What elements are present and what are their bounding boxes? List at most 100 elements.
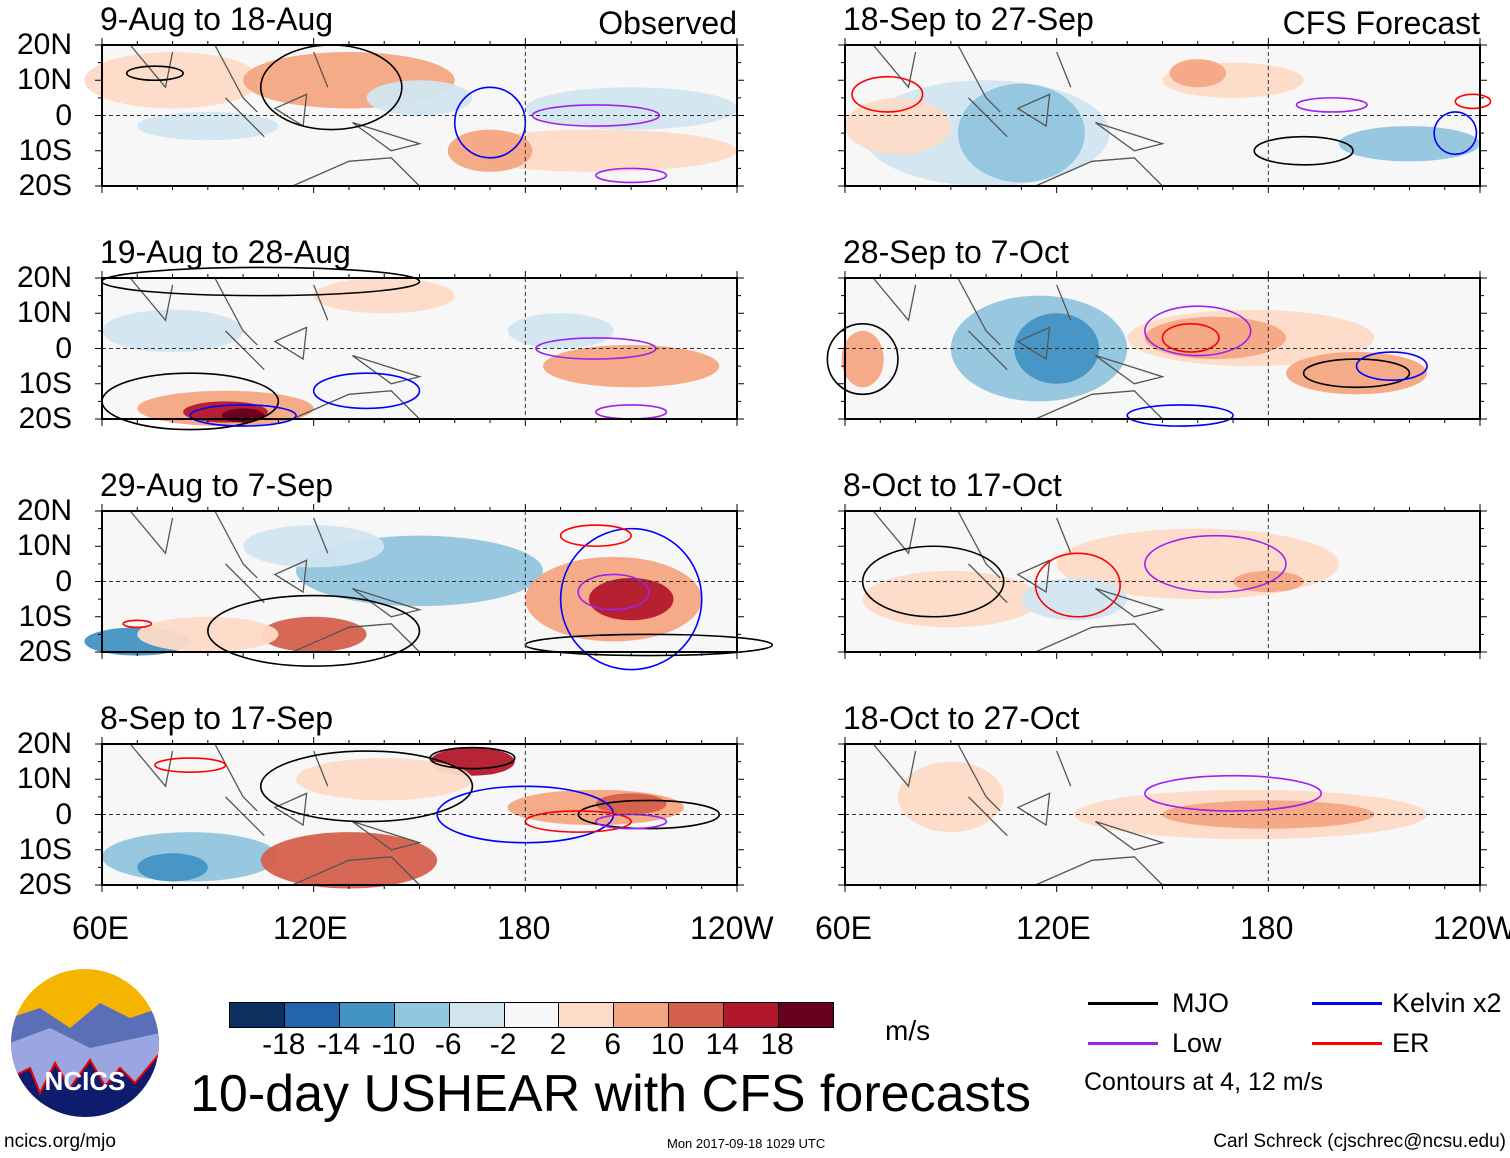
contour-line xyxy=(122,619,153,629)
y-tick-label: 10N xyxy=(16,63,72,97)
contour-line xyxy=(1144,305,1252,357)
contour-line xyxy=(1253,135,1354,166)
colorbar-swatch xyxy=(724,1003,780,1027)
y-tick-label: 10N xyxy=(16,529,72,563)
timestamp: Mon 2017-09-18 1029 UTC xyxy=(667,1136,826,1151)
colorbar-tick-label: -2 xyxy=(489,1028,517,1061)
legend-line-er xyxy=(1312,1042,1382,1045)
colorbar-swatch xyxy=(559,1003,615,1027)
colorbar-tick-label: -6 xyxy=(434,1028,462,1061)
colorbar-tick-label: 14 xyxy=(705,1028,740,1061)
contour-line xyxy=(312,372,421,410)
contour-line xyxy=(595,813,668,830)
colorbar-swatch xyxy=(394,1003,450,1027)
coastline xyxy=(129,44,422,187)
panel-title: 19-Aug to 28-Aug xyxy=(100,234,351,270)
y-tick-label: 20N xyxy=(16,28,72,61)
legend-label: Kelvin x2 xyxy=(1392,988,1502,1018)
contour-line xyxy=(125,65,184,82)
panel-title: 8-Oct to 17-Oct xyxy=(843,467,1062,503)
contour-line xyxy=(1144,534,1287,593)
source-url[interactable]: ncics.org/mjo xyxy=(4,1131,116,1152)
coastline xyxy=(872,510,1165,653)
y-tick-label: 10S xyxy=(18,599,72,633)
contour-note: Contours at 4, 12 m/s xyxy=(1084,1068,1324,1096)
shading-region xyxy=(296,758,473,801)
shading-region xyxy=(137,111,279,141)
map-panel xyxy=(838,737,1487,892)
colorbar-swatch xyxy=(339,1003,395,1027)
coastline xyxy=(129,743,422,886)
contour-line xyxy=(559,524,632,548)
y-tick-label: 20S xyxy=(18,868,72,901)
shading-region xyxy=(1144,316,1286,360)
legend-label: ER xyxy=(1392,1028,1430,1058)
colorbar-swatch xyxy=(284,1003,340,1027)
contour-line xyxy=(595,167,668,184)
figure-title: 10-day USHEAR with CFS forecasts xyxy=(190,1065,1031,1123)
legend-label: MJO xyxy=(1172,988,1229,1018)
x-tick-label: 180 xyxy=(497,910,551,946)
x-tick-label: 120W xyxy=(1433,910,1510,946)
legend-line-kelvin xyxy=(1312,1002,1382,1005)
contour-line xyxy=(207,594,421,667)
panel-frame xyxy=(844,277,1481,420)
legend-line-low xyxy=(1088,1042,1158,1045)
contour-line xyxy=(1454,93,1492,110)
contour-line xyxy=(1034,552,1121,618)
y-tick-label: 20N xyxy=(16,727,72,760)
contour-line xyxy=(577,573,650,611)
colorbar-swatch xyxy=(449,1003,505,1027)
panel-frame xyxy=(101,510,738,653)
shading-region xyxy=(588,577,674,621)
shading-region xyxy=(957,83,1085,183)
map-panel xyxy=(84,504,774,671)
map-panel xyxy=(95,737,744,892)
colorbar-swatch xyxy=(614,1003,670,1027)
panel-frame xyxy=(101,44,738,187)
svg-text:NCICS: NCICS xyxy=(45,1066,126,1096)
shading-region xyxy=(260,616,367,652)
y-tick-label: 20S xyxy=(18,169,72,202)
shading-region xyxy=(841,330,884,388)
shading-region xyxy=(525,87,737,130)
contour-line xyxy=(189,404,297,427)
panel-frame xyxy=(844,510,1481,653)
y-tick-label: 10N xyxy=(16,762,72,796)
y-tick-label: 10N xyxy=(16,296,72,330)
colorbar-tick-label: 2 xyxy=(549,1028,567,1061)
colorbar-tick-label: 6 xyxy=(604,1028,622,1061)
coastline xyxy=(872,44,1165,187)
shading-region xyxy=(862,570,1040,628)
x-tick-label: 120E xyxy=(273,910,348,946)
colorbar-tick-label: 18 xyxy=(760,1028,794,1061)
shading-region xyxy=(845,97,951,155)
y-tick-label: 0 xyxy=(55,564,72,598)
shading-region xyxy=(1169,59,1226,88)
x-tick-label: 120W xyxy=(690,910,774,946)
legend-line-mjo xyxy=(1088,1002,1158,1005)
y-tick-label: 10S xyxy=(18,832,72,866)
panel-title: 28-Sep to 7-Oct xyxy=(843,234,1069,270)
x-tick-label: 60E xyxy=(72,910,129,946)
colorbar-tick-label: 10 xyxy=(650,1028,685,1061)
colorbar-tick-label: -10 xyxy=(371,1028,416,1061)
colorbar-swatch xyxy=(230,1003,285,1027)
shading-region xyxy=(542,344,720,388)
panel-frame xyxy=(101,277,738,420)
contour-line xyxy=(1355,351,1428,382)
y-tick-label: 20S xyxy=(18,635,72,668)
shading-region xyxy=(366,80,473,116)
shading-region xyxy=(137,853,208,882)
map-panel xyxy=(838,504,1487,659)
contour-line xyxy=(1433,111,1478,156)
panel-frame xyxy=(844,743,1481,886)
y-tick-label: 10S xyxy=(18,133,72,167)
map-panel xyxy=(838,38,1492,193)
shading-region xyxy=(102,309,244,353)
contour-line xyxy=(1295,97,1368,113)
contour-line xyxy=(259,750,474,823)
y-tick-label: 20N xyxy=(16,261,72,294)
y-tick-label: 20S xyxy=(18,402,72,435)
